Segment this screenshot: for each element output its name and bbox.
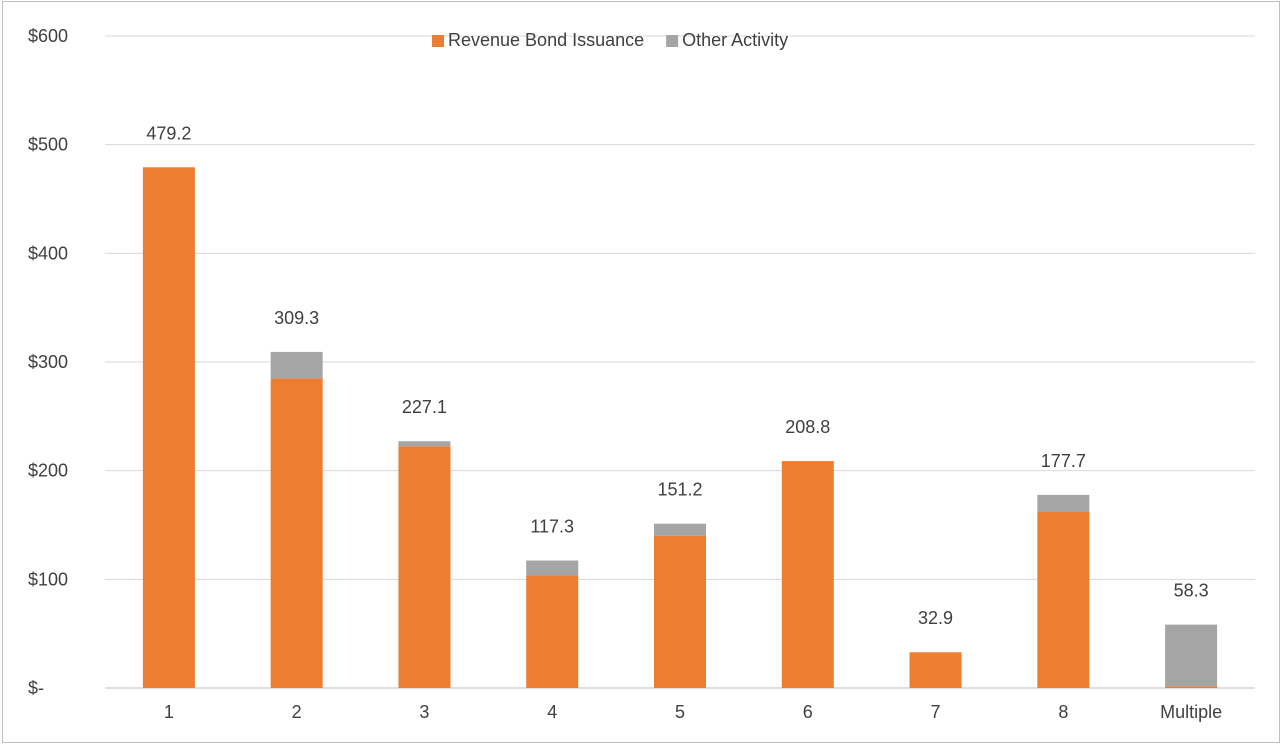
bar-segment-revenue-bond <box>1037 511 1090 688</box>
bar-segment-revenue-bond <box>909 652 962 688</box>
data-label: 227.1 <box>402 397 447 417</box>
data-label: 32.9 <box>918 608 953 628</box>
x-tick-label: 5 <box>675 702 685 722</box>
x-tick-label: 2 <box>292 702 302 722</box>
data-label: 58.3 <box>1174 581 1209 601</box>
data-label: 177.7 <box>1041 451 1086 471</box>
x-tick-label: 7 <box>931 702 941 722</box>
y-tick-label: $100 <box>28 569 68 589</box>
y-tick-label: $600 <box>28 26 68 46</box>
bar-segment-other-activity <box>1165 624 1218 687</box>
bar-segment-other-activity <box>654 523 706 536</box>
data-label: 479.2 <box>146 123 191 143</box>
legend-label: Other Activity <box>682 30 788 50</box>
legend-swatch-other-activity <box>666 35 679 47</box>
bar-segment-other-activity <box>398 441 451 447</box>
x-tick-label: 4 <box>547 702 557 722</box>
x-tick-label: 1 <box>164 702 174 722</box>
y-tick-label: $400 <box>28 243 68 263</box>
data-label: 309.3 <box>274 308 319 328</box>
x-tick-label: 3 <box>419 702 429 722</box>
x-axis: 1 2 3 4 5 6 7 8 Multiple <box>164 702 1222 722</box>
data-label: 208.8 <box>785 417 830 437</box>
legend: Revenue Bond Issuance Other Activity <box>432 30 788 50</box>
bar-segment-other-activity <box>1037 494 1090 512</box>
bar-segment-other-activity <box>526 560 579 576</box>
bars <box>142 167 1218 688</box>
y-axis: $- $100 $200 $300 $400 $500 $600 <box>28 26 68 698</box>
x-tick-label: 8 <box>1058 702 1068 722</box>
bar-segment-revenue-bond <box>526 575 579 688</box>
legend-swatch-revenue-bond <box>432 35 444 47</box>
bar-segment-revenue-bond <box>142 167 195 688</box>
x-tick-label: 6 <box>803 702 813 722</box>
data-label: 117.3 <box>530 517 574 537</box>
x-tick-label: Multiple <box>1160 702 1222 722</box>
bar-segment-revenue-bond <box>1165 686 1218 688</box>
y-tick-label: $300 <box>28 352 68 372</box>
data-labels: 479.2 309.3 227.1 117.3 151.2 208.8 32.9 177.7 5… <box>146 123 1208 628</box>
legend-label: Revenue Bond Issuance <box>448 30 644 50</box>
data-label: 151.2 <box>657 480 702 500</box>
bar-segment-revenue-bond <box>654 535 706 688</box>
y-tick-label: $500 <box>28 135 68 155</box>
y-tick-label: $- <box>28 678 44 698</box>
bar-segment-other-activity <box>270 351 323 379</box>
bar-segment-revenue-bond <box>270 378 323 688</box>
y-tick-label: $200 <box>28 461 68 481</box>
bar-segment-revenue-bond <box>781 461 834 688</box>
bar-segment-revenue-bond <box>398 446 451 688</box>
